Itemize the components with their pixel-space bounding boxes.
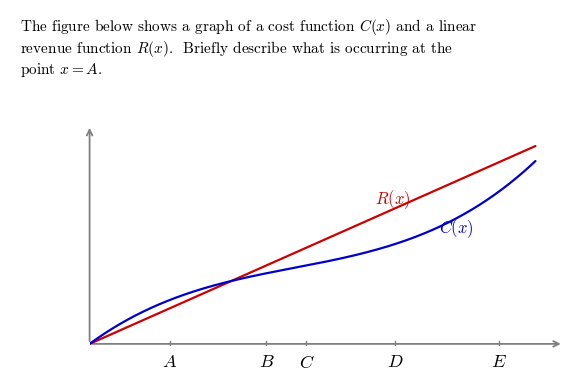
Text: The figure below shows a graph of a cost function $C(x)$ and a linear: The figure below shows a graph of a cost… bbox=[20, 17, 477, 36]
Text: $C(x)$: $C(x)$ bbox=[439, 217, 474, 240]
Text: $R(x)$: $R(x)$ bbox=[375, 189, 410, 212]
Text: $B$: $B$ bbox=[258, 354, 274, 368]
Text: point $x = A$.: point $x = A$. bbox=[20, 61, 102, 79]
Text: revenue function $R(x)$.  Briefly describe what is occurring at the: revenue function $R(x)$. Briefly describ… bbox=[20, 39, 453, 59]
Text: $A$: $A$ bbox=[162, 354, 177, 368]
Text: $E$: $E$ bbox=[491, 354, 507, 368]
Text: $D$: $D$ bbox=[387, 354, 403, 368]
Text: $C$: $C$ bbox=[299, 354, 314, 368]
